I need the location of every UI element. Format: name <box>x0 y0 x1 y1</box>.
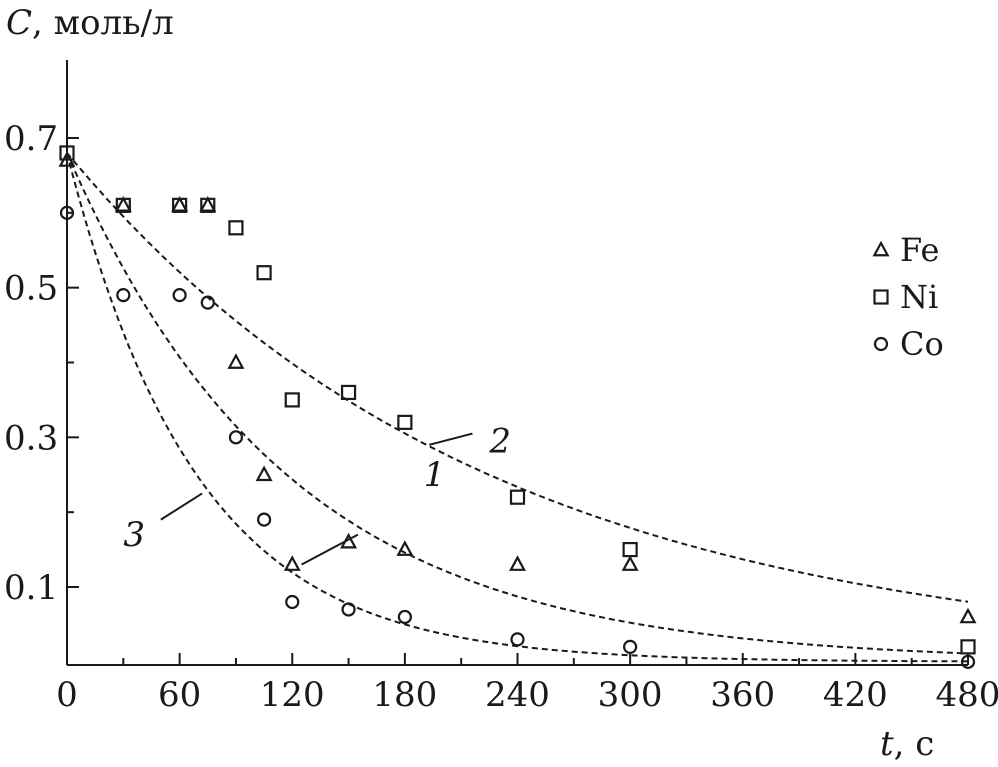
legend-marker-fe <box>872 240 890 257</box>
point-co <box>59 205 75 220</box>
point-fe <box>396 540 414 556</box>
curve-label-1: 1 <box>424 455 446 495</box>
fit-curve-2 <box>66 152 969 603</box>
point-co <box>960 654 976 669</box>
x-axis-title-unit: , с <box>894 724 935 764</box>
x-axis-title-symbol: t <box>880 724 894 764</box>
point-ni <box>960 639 976 655</box>
point-co <box>172 288 187 303</box>
point-fe <box>509 555 526 571</box>
point-co <box>397 609 412 625</box>
x-tick-label: 240 <box>485 675 550 715</box>
y-axis-title: C, моль/л <box>6 3 174 43</box>
point-co <box>341 602 356 617</box>
x-tick-label: 180 <box>372 675 437 715</box>
curve-label-3: 3 <box>123 515 145 555</box>
point-ni <box>172 197 188 213</box>
point-fe <box>959 607 977 624</box>
fit-curve-3 <box>66 152 969 663</box>
point-co <box>200 295 215 310</box>
point-ni <box>509 489 526 505</box>
point-fe <box>114 196 132 212</box>
y-tick-label: 0.7 <box>4 119 58 159</box>
point-ni <box>115 197 131 213</box>
curve-label-2: 2 <box>488 421 511 461</box>
legend-label-ni: Ni <box>900 278 938 316</box>
x-tick-label: 300 <box>598 675 663 715</box>
point-ni <box>284 392 300 408</box>
point-ni <box>340 384 357 401</box>
curve-label-leader-3 <box>160 492 203 521</box>
legend-marker-co <box>873 336 889 352</box>
point-ni <box>397 414 413 430</box>
point-ni <box>59 145 75 161</box>
tick-labels: 0 60 120 180 240 300 360 420 480 0.1 0.3 0.5 0.7 <box>4 119 998 715</box>
legend-marker-ni <box>873 289 889 305</box>
data-markers <box>58 145 977 669</box>
point-co <box>116 288 131 303</box>
point-co <box>228 430 244 445</box>
legend: Fe Ni Co <box>872 231 944 363</box>
ticks <box>66 137 969 665</box>
point-ni <box>228 220 244 236</box>
y-axis-title-symbol: C <box>6 3 32 43</box>
x-tick-label: 420 <box>823 675 888 715</box>
point-fe <box>199 196 217 212</box>
legend-label-fe: Fe <box>900 231 939 269</box>
fit-curve-1 <box>66 152 969 655</box>
point-fe <box>171 196 189 212</box>
x-tick-label: 360 <box>710 675 775 715</box>
x-tick-label: 480 <box>936 675 998 715</box>
legend-label-co: Co <box>900 325 944 363</box>
x-tick-label: 120 <box>260 675 325 715</box>
point-ni <box>622 541 638 558</box>
x-tick-label: 60 <box>158 675 201 715</box>
curve-label-leader-1 <box>301 533 359 566</box>
curve-label-leader-2 <box>429 432 473 446</box>
point-co <box>510 632 525 647</box>
fit-curves <box>66 152 969 663</box>
point-ni <box>256 265 272 281</box>
point-fe <box>283 555 301 571</box>
x-axis-title: t, с <box>880 724 934 764</box>
point-fe <box>621 555 639 571</box>
y-tick-label: 0.1 <box>4 568 58 608</box>
x-tick-label: 0 <box>56 675 78 715</box>
y-tick-label: 0.5 <box>4 269 58 309</box>
point-ni <box>200 197 216 213</box>
point-fe <box>227 353 245 369</box>
curve-labels: 1 2 3 <box>123 421 511 566</box>
point-co <box>285 594 300 610</box>
point-fe <box>255 465 273 482</box>
point-co <box>623 639 638 654</box>
y-axis-title-unit: , моль/л <box>32 3 174 43</box>
y-tick-label: 0.3 <box>4 418 58 458</box>
point-co <box>256 512 272 527</box>
